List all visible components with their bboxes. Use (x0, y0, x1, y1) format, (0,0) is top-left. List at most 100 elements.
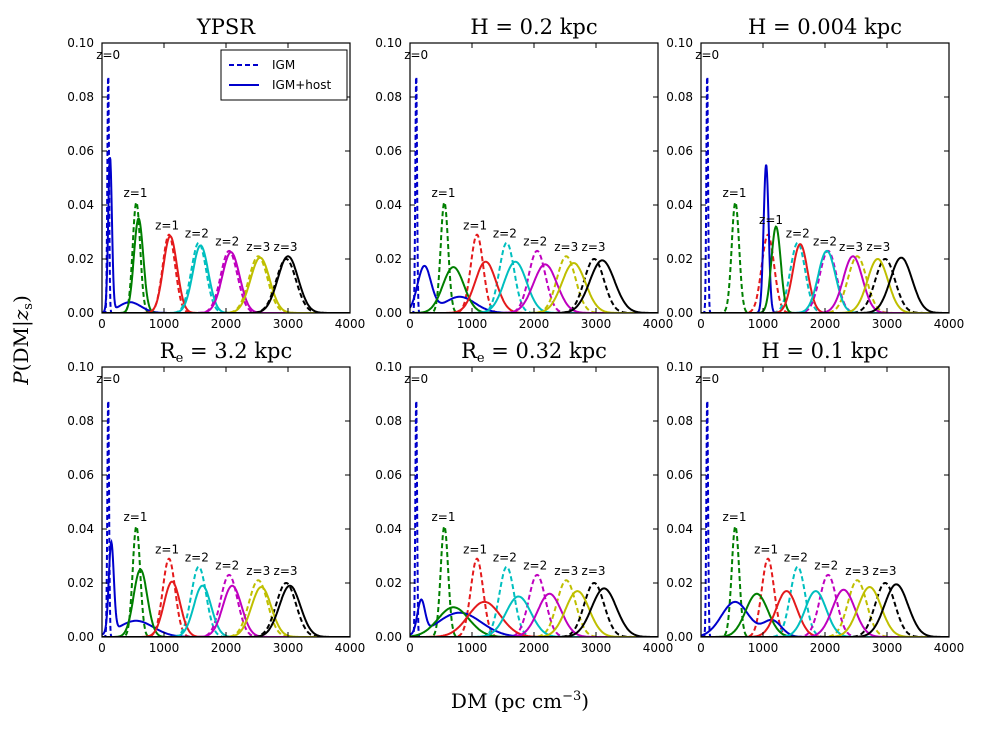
host-curve-z1 (701, 592, 949, 637)
y-tick-label: 0.00 (67, 630, 94, 644)
x-tick-label: 3000 (581, 317, 612, 331)
redshift-annotation: z=1 (155, 542, 179, 556)
x-tick-label: 3000 (872, 317, 903, 331)
redshift-annotation: z=1 (754, 542, 778, 556)
y-tick-label: 0.02 (67, 252, 94, 266)
x-tick-label: 4000 (934, 317, 965, 331)
igm-curve-z5 (102, 579, 350, 637)
x-tick-label: 0 (98, 317, 106, 331)
y-tick-label: 0.08 (666, 90, 693, 104)
panel-5: Re = 0.32 kpc 0 1000 2000 3000 4000 0.00 0.02 0.… (375, 339, 673, 655)
y-tick-label: 0.10 (666, 36, 693, 50)
x-tick-label: 0 (406, 317, 414, 331)
redshift-annotation: z=3 (866, 240, 890, 254)
igm-curve-z1 (102, 524, 350, 637)
x-tick-label: 1000 (457, 317, 488, 331)
y-tick-label: 0.06 (666, 144, 693, 158)
redshift-annotation: z=2 (814, 559, 838, 573)
redshift-annotation: z=3 (274, 564, 298, 578)
panel-4: Re = 3.2 kpc 0 1000 2000 3000 4000 0.00 0.02 0.0… (67, 339, 365, 655)
host-curve-z6 (102, 584, 350, 637)
redshift-annotation: z=3 (274, 240, 298, 254)
redshift-annotation: z=3 (554, 564, 578, 578)
host-curve-z0 (102, 157, 350, 313)
redshift-annotation: z=3 (582, 240, 606, 254)
redshift-annotation: z=2 (813, 235, 837, 249)
host-curve-z1 (410, 266, 658, 313)
redshift-annotation: z=2 (185, 550, 209, 564)
panel-1: YPSR 0 1000 2000 3000 4000 0.00 0.02 0.04 0.06 0.0… (67, 15, 365, 331)
x-tick-label: 4000 (335, 317, 366, 331)
y-tick-label: 0.08 (67, 414, 94, 428)
plot-frame (409, 366, 659, 638)
host-curve-z4 (102, 251, 350, 313)
legend-box (220, 49, 348, 101)
x-tick-label: 3000 (872, 641, 903, 655)
y-tick-label: 0.04 (67, 522, 94, 536)
host-curve-z2 (410, 260, 658, 313)
host-curve-z3 (410, 260, 658, 313)
redshift-annotation: z=2 (493, 550, 517, 564)
host-curve-z1 (102, 568, 350, 637)
x-tick-label: 1000 (748, 317, 779, 331)
host-curve-z1 (102, 217, 350, 313)
igm-curve-z6 (410, 258, 658, 313)
x-tick-label: 4000 (643, 641, 674, 655)
x-tick-label: 3000 (581, 641, 612, 655)
redshift-annotation: z=2 (784, 550, 808, 564)
host-curve-z6 (410, 587, 658, 637)
x-tick-label: 0 (98, 641, 106, 655)
host-curve-z6 (102, 255, 350, 313)
x-tick-label: 0 (406, 641, 414, 655)
panel-3: H = 0.004 kpc 0 1000 2000 3000 4000 0.00 0.02 0.… (666, 15, 964, 331)
host-curve-z5 (701, 258, 949, 313)
x-tick-label: 1000 (149, 641, 180, 655)
igm-curve-z4 (701, 249, 949, 313)
y-tick-label: 0.00 (666, 630, 693, 644)
x-tick-label: 3000 (273, 641, 304, 655)
redshift-annotation: z=1 (123, 510, 147, 524)
x-tick-label: 4000 (643, 317, 674, 331)
y-tick-label: 0.06 (375, 144, 402, 158)
host-curve-z4 (410, 592, 658, 637)
y-tick-label: 0.10 (666, 360, 693, 374)
y-tick-label: 0.06 (375, 468, 402, 482)
host-curve-z4 (410, 263, 658, 313)
redshift-annotation: z=1 (759, 213, 783, 227)
x-tick-label: 4000 (335, 641, 366, 655)
x-tick-label: 2000 (519, 317, 550, 331)
igm-curve-z6 (701, 582, 949, 637)
y-tick-label: 0.08 (666, 414, 693, 428)
igm-curve-z3 (102, 565, 350, 637)
y-tick-label: 0.10 (375, 36, 402, 50)
x-tick-label: 0 (697, 317, 705, 331)
host-curve-z0 (701, 600, 949, 637)
host-curve-z6 (701, 583, 949, 637)
panel-6: H = 0.1 kpc 0 1000 2000 3000 4000 0.00 0.02 0.04… (666, 339, 964, 655)
igm-curve-z3 (102, 241, 350, 313)
y-tick-label: 0.10 (67, 36, 94, 50)
panel-2: H = 0.2 kpc 0 1000 2000 3000 4000 0.00 0.02 0.04… (375, 15, 673, 331)
y-tick-label: 0.04 (375, 198, 402, 212)
host-curve-z2 (102, 580, 350, 637)
igm-curve-z1 (410, 524, 658, 637)
redshift-annotation: z=0 (96, 372, 120, 386)
redshift-annotation: z=0 (404, 48, 428, 62)
panel-title: Re = 3.2 kpc (160, 339, 292, 366)
igm-curve-z6 (102, 582, 350, 637)
panel-title: Re = 0.32 kpc (461, 339, 607, 366)
host-curve-z0 (102, 538, 350, 637)
igm-curve-z4 (102, 573, 350, 637)
y-tick-label: 0.06 (666, 468, 693, 482)
redshift-annotation: z=2 (215, 235, 239, 249)
y-tick-label: 0.04 (375, 522, 402, 536)
redshift-annotation: z=0 (96, 48, 120, 62)
redshift-annotation: z=1 (431, 186, 455, 200)
y-tick-label: 0.02 (666, 576, 693, 590)
igm-curve-z5 (701, 255, 949, 313)
redshift-annotation: z=3 (839, 240, 863, 254)
redshift-annotation: z=1 (722, 186, 746, 200)
legend: IGM IGM+host (220, 49, 348, 101)
redshift-annotation: z=2 (493, 226, 517, 240)
